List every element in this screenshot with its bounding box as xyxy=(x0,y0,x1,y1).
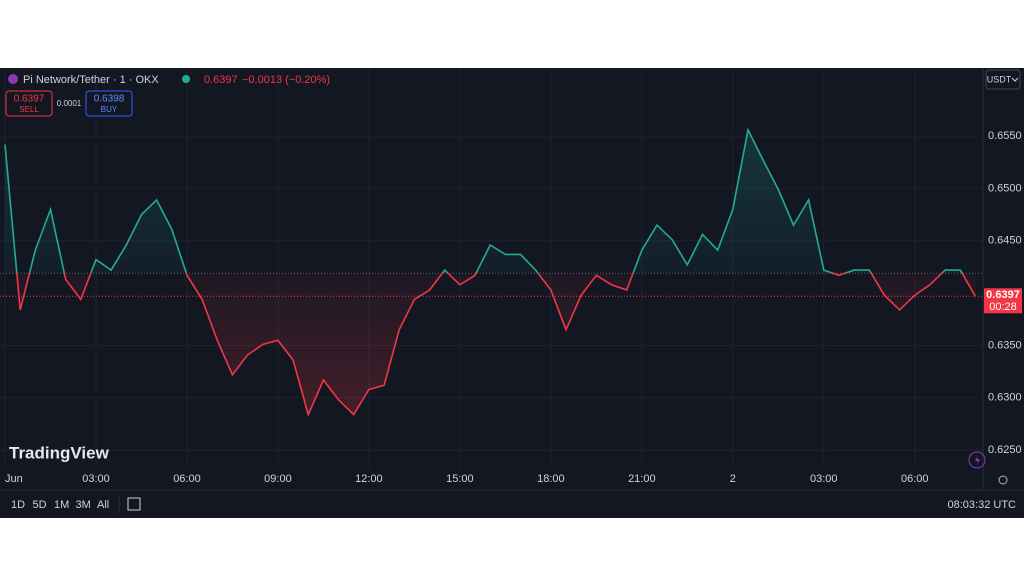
symbol[interactable]: Pi Network/Tether · 1 · OKX xyxy=(23,74,159,86)
spread: 0.0001 xyxy=(57,99,82,108)
x-tick-label: 12:00 xyxy=(355,473,383,485)
area xyxy=(5,129,976,415)
y-tick-label: 0.6300 xyxy=(988,392,1022,404)
x-tick-label: Jun xyxy=(5,473,23,485)
range-button[interactable]: 5D xyxy=(33,499,47,511)
symbol-icon xyxy=(8,74,18,84)
x-tick-label: 15:00 xyxy=(446,473,474,485)
price-line xyxy=(4,127,977,417)
y-tick-label: 0.6500 xyxy=(988,182,1022,194)
range-button[interactable]: 3M xyxy=(76,499,91,511)
buy-price[interactable]: 0.6398 xyxy=(94,94,125,105)
range-button[interactable]: 1M xyxy=(54,499,69,511)
y-tick-label: 0.6350 xyxy=(988,339,1022,351)
change: −0.0013 (−0.20%) xyxy=(242,74,330,86)
y-tick-label: 0.6450 xyxy=(988,235,1022,247)
y-tick-label: 0.6550 xyxy=(988,130,1022,142)
dropdown-icon xyxy=(1011,77,1019,82)
last-price-tag xyxy=(984,288,1022,314)
buy-label[interactable]: BUY xyxy=(101,105,118,114)
sell-label[interactable]: SELL xyxy=(19,105,39,114)
last-price: 0.6397 xyxy=(204,74,238,86)
x-tick-label: 18:00 xyxy=(537,473,565,485)
x-tick-label: 21:00 xyxy=(628,473,656,485)
countdown: 00:28 xyxy=(989,301,1017,313)
x-tick-label: 06:00 xyxy=(173,473,201,485)
last-price-label: 0.6397 xyxy=(986,289,1020,301)
range-button[interactable]: 1D xyxy=(11,499,25,511)
sell-button[interactable] xyxy=(5,90,53,117)
currency-button[interactable] xyxy=(985,69,1021,90)
x-tick-label: 03:00 xyxy=(82,473,110,485)
range-button[interactable]: All xyxy=(97,499,109,511)
currency[interactable]: USDT xyxy=(987,74,1012,84)
clock: 08:03:32 UTC xyxy=(948,499,1017,511)
lightning-button[interactable] xyxy=(968,451,986,469)
status-dot xyxy=(182,75,190,83)
lightning-icon xyxy=(975,455,980,465)
settings-icon[interactable] xyxy=(998,475,1008,485)
x-tick-label: 2 xyxy=(730,473,736,485)
x-tick-label: 09:00 xyxy=(264,473,292,485)
x-tick-label: 03:00 xyxy=(810,473,838,485)
sell-price[interactable]: 0.6397 xyxy=(14,94,45,105)
logo: TradingView xyxy=(9,443,110,462)
y-tick-label: 0.6250 xyxy=(988,444,1022,456)
chart-background xyxy=(0,68,1024,518)
buy-button[interactable] xyxy=(85,90,133,117)
date-range-icon[interactable] xyxy=(127,497,141,511)
x-tick-label: 06:00 xyxy=(901,473,929,485)
